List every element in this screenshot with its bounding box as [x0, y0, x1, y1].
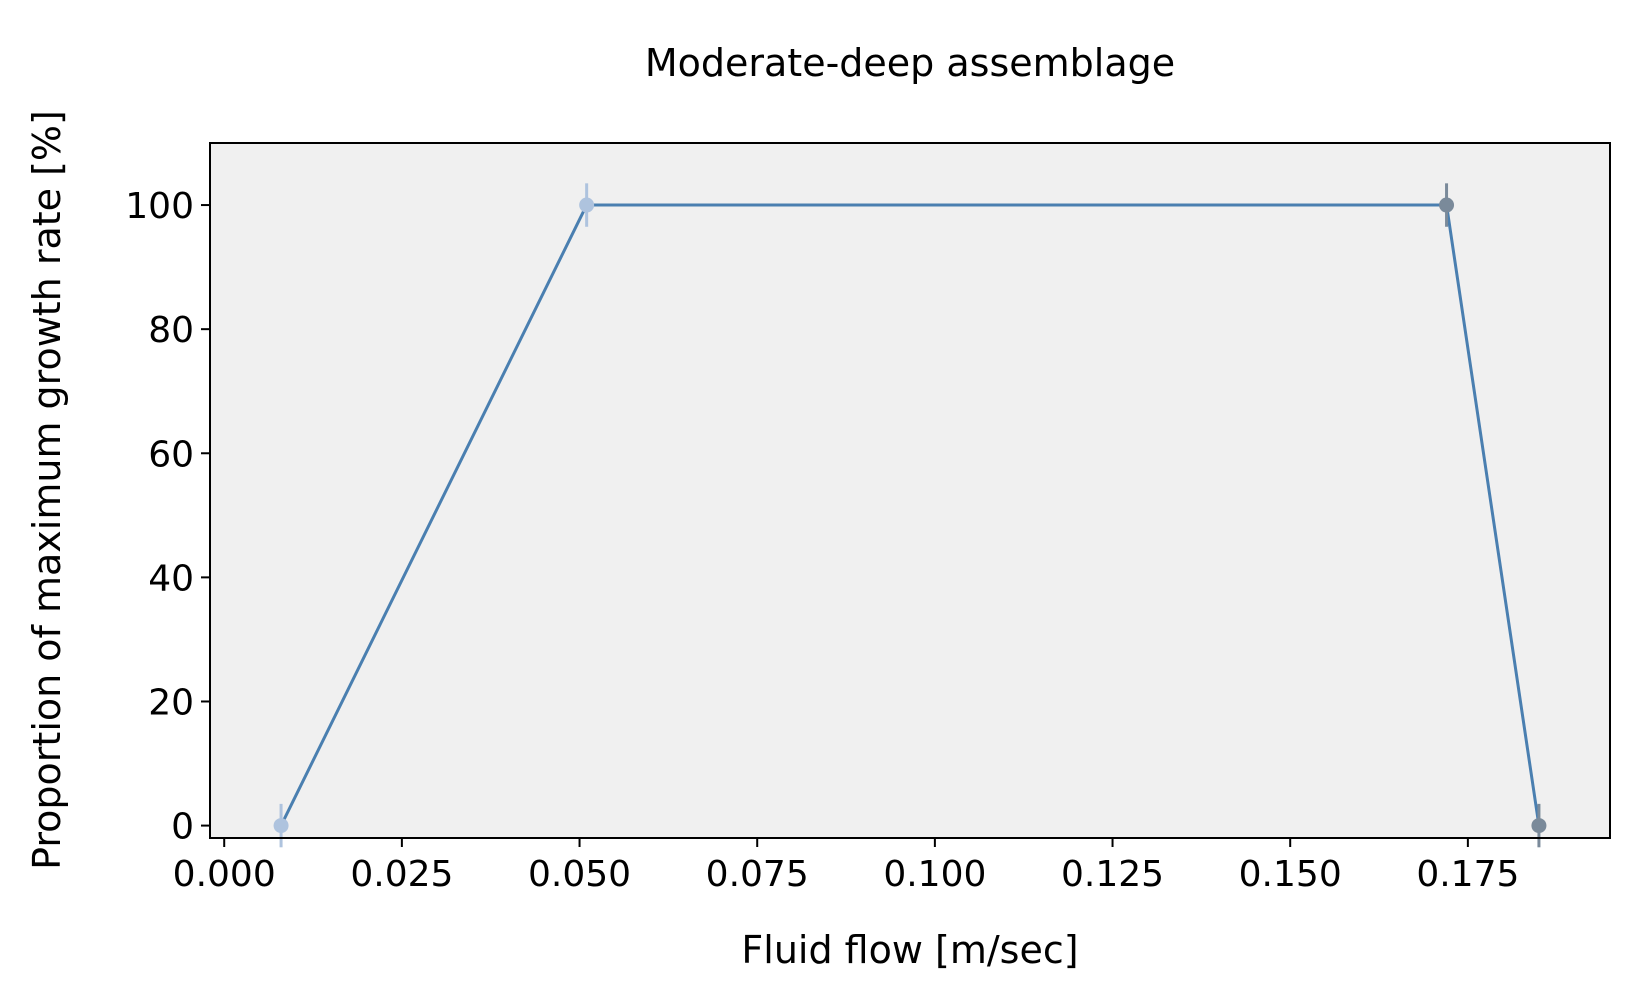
y-tick-label: 20 [148, 682, 194, 723]
x-tick-label: 0.100 [883, 854, 986, 895]
x-tick-label: 0.150 [1239, 854, 1342, 895]
y-tick-label: 80 [148, 310, 194, 351]
x-axis: 0.000 0.025 0.050 0.075 0.100 0.125 0.150 0.175 [173, 838, 1519, 895]
y-tick-label: 60 [148, 434, 194, 475]
y-tick-label: 40 [148, 558, 194, 599]
data-point [1531, 818, 1547, 834]
x-tick-label: 0.125 [1061, 854, 1164, 895]
data-point [1439, 197, 1455, 213]
x-tick-label: 0.175 [1416, 854, 1519, 895]
y-axis: 0 20 40 60 80 100 [125, 186, 210, 848]
x-tick-label: 0.050 [528, 854, 631, 895]
series-layer [273, 183, 1547, 848]
y-axis-label: Proportion of maximum growth rate [%] [25, 110, 69, 870]
x-tick-label: 0.075 [706, 854, 809, 895]
y-tick-label: 0 [171, 807, 194, 848]
chart-title: Moderate-deep assemblage [645, 41, 1175, 85]
y-tick-label: 100 [125, 186, 194, 227]
data-point [579, 197, 595, 213]
plot-area [210, 143, 1610, 838]
data-point [273, 818, 289, 834]
x-axis-label: Fluid flow [m/sec] [741, 928, 1078, 972]
x-tick-label: 0.025 [350, 854, 453, 895]
series-line [279, 203, 1541, 827]
x-tick-label: 0.000 [173, 854, 276, 895]
plot-frame [209, 142, 1611, 839]
